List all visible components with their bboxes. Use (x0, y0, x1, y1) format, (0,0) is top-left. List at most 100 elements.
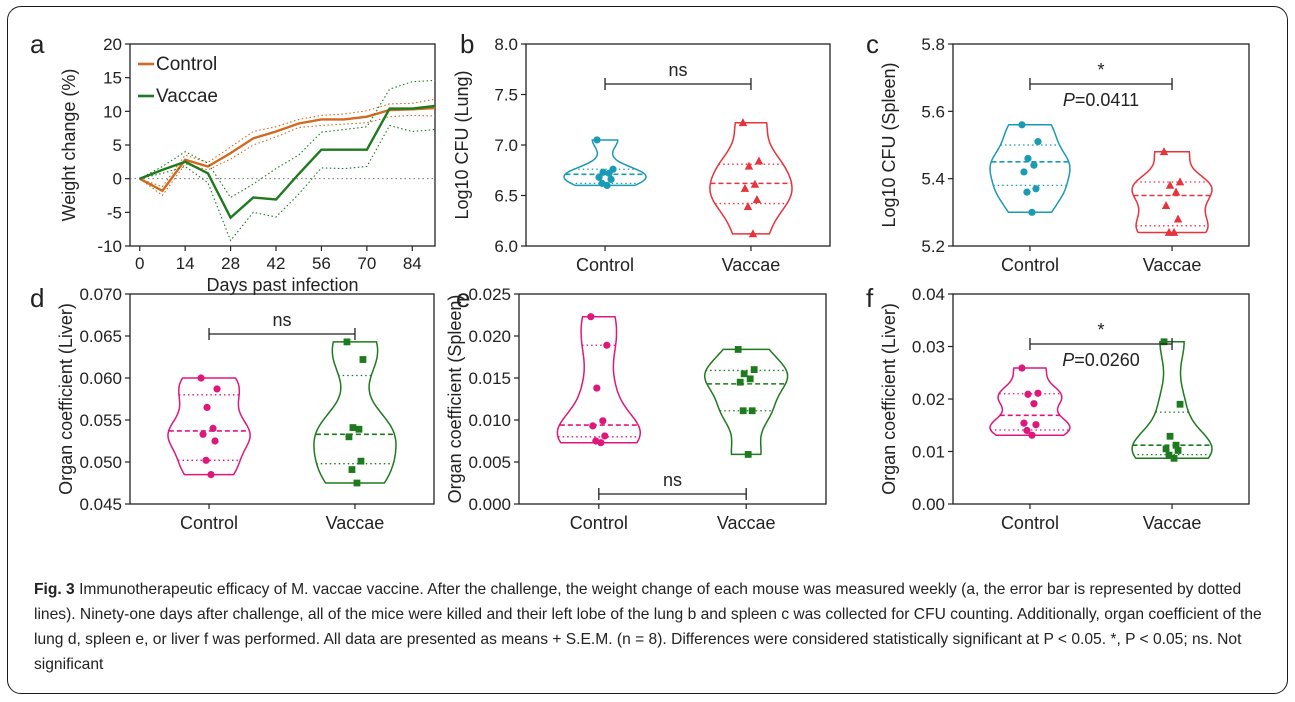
data-point (343, 338, 351, 346)
chart-panel-a: a -10 -5 0 5 10 15 20 Weight change (%) 0 14 28 42 56… (30, 29, 436, 295)
data-point (1028, 208, 1036, 216)
data-point (740, 370, 748, 378)
violin-outline (167, 377, 251, 476)
y-tick-label: 0.01 (912, 443, 945, 462)
x-tick-label: 42 (267, 254, 286, 273)
data-point (1169, 227, 1179, 236)
data-point (359, 356, 367, 363)
violin-outline (703, 348, 789, 456)
data-point (203, 403, 211, 411)
y-tick-label: -10 (97, 237, 122, 256)
violin-outline (313, 341, 397, 484)
violin-outline (989, 124, 1071, 214)
violin-outline (563, 139, 647, 187)
significance-label: * (1097, 320, 1104, 340)
x-tick-label: 84 (403, 254, 422, 273)
x-tick-label: 56 (312, 254, 331, 273)
data-point (599, 417, 607, 425)
data-point (1024, 390, 1032, 398)
panel-letter: c (866, 29, 879, 59)
y-tick-label: 0 (113, 170, 122, 189)
y-tick-label: 10 (103, 102, 122, 121)
data-point (603, 341, 611, 349)
data-point (211, 437, 219, 445)
data-point (595, 173, 603, 181)
data-point (589, 422, 597, 430)
data-point (603, 181, 611, 189)
x-tick-label: Control (1001, 513, 1059, 533)
data-point (209, 424, 217, 432)
y-tick-label: 0.020 (468, 327, 511, 346)
data-point (593, 384, 601, 392)
data-point (607, 175, 615, 183)
data-point (1020, 168, 1028, 176)
x-tick-label: Control (1001, 255, 1059, 275)
data-point (738, 118, 748, 127)
data-point (744, 161, 754, 170)
y-tick-label: 0.060 (79, 369, 122, 388)
data-point (750, 366, 758, 373)
plot-frame (518, 293, 827, 505)
y-tick-label: 0.02 (912, 390, 945, 409)
y-tick-label: 5 (113, 136, 122, 155)
y-axis-label: Organ coefficient (Liver) (879, 303, 899, 495)
data-point (1032, 185, 1040, 193)
data-point (743, 202, 753, 211)
caption-text: Immunotherapeutic efficacy of M. vaccae … (34, 581, 1262, 673)
data-point (752, 194, 762, 203)
significance-label: ns (272, 310, 291, 330)
data-point (353, 479, 361, 487)
violin-outline (556, 315, 642, 444)
panel-letter: a (30, 29, 45, 59)
panel-letter: f (866, 283, 874, 313)
data-point (1028, 431, 1036, 439)
data-point (1162, 445, 1170, 453)
figure-plots: a -10 -5 0 5 10 15 20 Weight change (%) 0 14 28 42 56… (30, 29, 1250, 533)
panel-letter: b (460, 29, 474, 59)
data-point (1030, 400, 1038, 408)
chart-panel-c: c 5.2 5.4 5.6 5.8 Log10 CFU (Spleen) Control Va… (866, 29, 1250, 275)
legend-label: Control (156, 54, 217, 75)
data-point (597, 439, 605, 447)
data-point (1018, 364, 1026, 372)
y-tick-label: 0.015 (468, 369, 511, 388)
plot-frame (129, 293, 435, 505)
plot-frame (952, 43, 1250, 247)
chart-panel-f: f 0.00 0.01 0.02 0.03 0.04 Organ coefficient (… (866, 283, 1250, 533)
y-tick-label: 5.4 (921, 170, 945, 189)
y-axis-label: Organ coefficient (Liver) (56, 303, 76, 495)
data-point (345, 433, 353, 441)
data-point (213, 385, 221, 393)
data-point (754, 156, 764, 165)
violin-outline (709, 122, 793, 235)
significance-label: * (1097, 60, 1104, 80)
data-point (746, 375, 754, 383)
violin-outline (989, 367, 1071, 436)
y-tick-label: 5.8 (921, 35, 945, 54)
data-point (1023, 188, 1031, 196)
y-tick-label: 5.6 (921, 102, 945, 121)
data-point (1171, 187, 1181, 196)
data-point (1170, 454, 1178, 462)
y-tick-label: 0.000 (468, 495, 511, 514)
caption-label: Fig. 3 (34, 581, 75, 598)
y-axis-label: Log10 CFU (Spleen) (879, 62, 899, 227)
data-point (748, 407, 756, 415)
y-axis-label: Weight change (%) (59, 69, 79, 222)
y-tick-label: 0.050 (79, 453, 122, 472)
data-point (748, 229, 758, 238)
significance-label: ns (668, 60, 687, 80)
data-point (744, 451, 752, 458)
violin-outline (1131, 150, 1213, 234)
data-point (587, 313, 595, 321)
x-tick-label: Control (180, 513, 238, 533)
y-axis-label: Organ coefficient (Spleen) (445, 295, 465, 504)
data-point (1034, 389, 1042, 397)
x-tick-label: 28 (221, 254, 240, 273)
data-point (1032, 421, 1040, 429)
figure-caption: Fig. 3 Immunotherapeutic efficacy of M. … (34, 577, 1274, 677)
data-point (197, 374, 205, 382)
series-lower-error-line (139, 124, 436, 242)
data-point (202, 456, 210, 464)
